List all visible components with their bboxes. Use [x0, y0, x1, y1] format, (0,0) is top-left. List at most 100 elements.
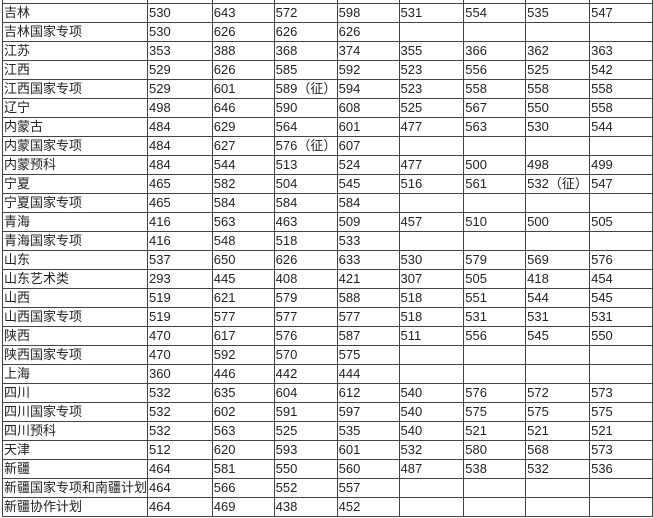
score-cell: 366 [463, 41, 527, 61]
score-cell: 601 [336, 440, 400, 460]
score-cell: 484 [147, 155, 213, 175]
score-cell: 463 [273, 212, 338, 232]
score-cell: 572 [525, 383, 591, 403]
table-row: 陕西国家专项 470 592 570 575 [1, 345, 653, 365]
score-cell: 569 [525, 250, 591, 270]
score-cell: 643 [211, 3, 275, 23]
province-cell: 吉林 [1, 3, 149, 23]
score-cell: 408 [273, 269, 338, 289]
province-cell: 山西 [1, 288, 149, 308]
score-cell [463, 364, 527, 384]
score-cell: 626 [336, 22, 400, 42]
province-cell: 陕西 [1, 326, 149, 346]
score-cell [589, 345, 653, 365]
score-cell: 362 [525, 41, 591, 61]
score-cell: 577 [336, 307, 400, 327]
table-row: 内蒙国家专项 484 627 576（征） 607 [1, 136, 653, 156]
score-cell: 418 [525, 269, 591, 289]
score-cell: 510 [463, 212, 527, 232]
score-cell: 621 [211, 288, 275, 308]
table-row: 四川预科 532 563 525 535 540 521 521 521 [1, 421, 653, 441]
province-cell: 宁夏 [1, 174, 149, 194]
score-cell: 554 [463, 3, 527, 23]
score-cell: 484 [147, 136, 213, 156]
score-cell: 601 [336, 117, 400, 137]
score-cell: 544 [589, 117, 653, 137]
score-cell: 563 [211, 212, 275, 232]
province-cell: 江苏 [1, 41, 149, 61]
score-cell: 589（征） [273, 79, 338, 99]
score-cell: 532 [398, 440, 465, 460]
score-cell: 532 [147, 421, 213, 441]
score-cell: 627 [211, 136, 275, 156]
province-cell: 江西国家专项 [1, 79, 149, 99]
score-cell [398, 364, 465, 384]
table-row: 四川 532 635 604 612 540 576 572 573 [1, 383, 653, 403]
score-cell [525, 136, 591, 156]
table-row: 新疆国家专项和南疆计划 464 566 552 557 [1, 478, 653, 498]
score-cell: 538 [463, 459, 527, 479]
score-cell: 584 [211, 193, 275, 213]
score-cell: 464 [147, 497, 213, 517]
score-cell: 505 [463, 269, 527, 289]
score-cell: 556 [463, 326, 527, 346]
score-cell: 545 [525, 326, 591, 346]
score-cell: 558 [589, 98, 653, 118]
score-cell: 579 [463, 250, 527, 270]
score-cell: 442 [273, 364, 338, 384]
score-cell: 519 [147, 288, 213, 308]
score-cell: 524 [336, 155, 400, 175]
score-cell: 592 [336, 60, 400, 80]
score-cell [589, 497, 653, 517]
score-cell: 521 [463, 421, 527, 441]
score-cell: 525 [525, 60, 591, 80]
score-cell: 550 [273, 459, 338, 479]
score-cell: 525 [398, 98, 465, 118]
score-cell: 650 [211, 250, 275, 270]
score-cell: 575 [525, 402, 591, 422]
score-cell: 570 [273, 345, 338, 365]
score-cell: 498 [525, 155, 591, 175]
score-cell [398, 136, 465, 156]
table-row: 辽宁 498 646 590 608 525 567 550 558 [1, 98, 653, 118]
score-cell [463, 193, 527, 213]
table-row: 新疆协作计划 464 469 438 452 [1, 497, 653, 517]
score-cell [525, 364, 591, 384]
score-cell: 523 [398, 79, 465, 99]
score-cell: 499 [589, 155, 653, 175]
score-cell: 530 [525, 117, 591, 137]
score-cell: 633 [336, 250, 400, 270]
score-cell: 523 [398, 60, 465, 80]
score-cell: 536 [589, 459, 653, 479]
score-cell: 511 [398, 326, 465, 346]
score-cell: 532 [525, 459, 591, 479]
province-cell: 四川预科 [1, 421, 149, 441]
score-cell: 552 [273, 478, 338, 498]
table-row: 山东艺术类 293 445 408 421 307 505 418 454 [1, 269, 653, 289]
score-cell: 416 [147, 231, 213, 251]
score-cell: 537 [147, 250, 213, 270]
table-row: 上海 360 446 442 444 [1, 364, 653, 384]
score-cell: 533 [336, 231, 400, 251]
score-cell: 568 [525, 440, 591, 460]
score-cell [463, 136, 527, 156]
province-cell: 上海 [1, 364, 149, 384]
table-row: 吉林国家专项 530 626 626 626 [1, 22, 653, 42]
score-cell [398, 22, 465, 42]
score-cell: 635 [211, 383, 275, 403]
score-cell: 607 [336, 136, 400, 156]
score-cell: 293 [147, 269, 213, 289]
score-cell: 557 [336, 478, 400, 498]
score-cell [525, 22, 591, 42]
score-cell [525, 193, 591, 213]
score-cell: 516 [398, 174, 465, 194]
score-cell: 532 [147, 402, 213, 422]
score-cell: 626 [211, 60, 275, 80]
score-cell: 540 [398, 421, 465, 441]
province-cell: 山东艺术类 [1, 269, 149, 289]
score-cell: 512 [147, 440, 213, 460]
score-cell: 584 [273, 193, 338, 213]
score-cell [463, 497, 527, 517]
score-cell: 477 [398, 117, 465, 137]
